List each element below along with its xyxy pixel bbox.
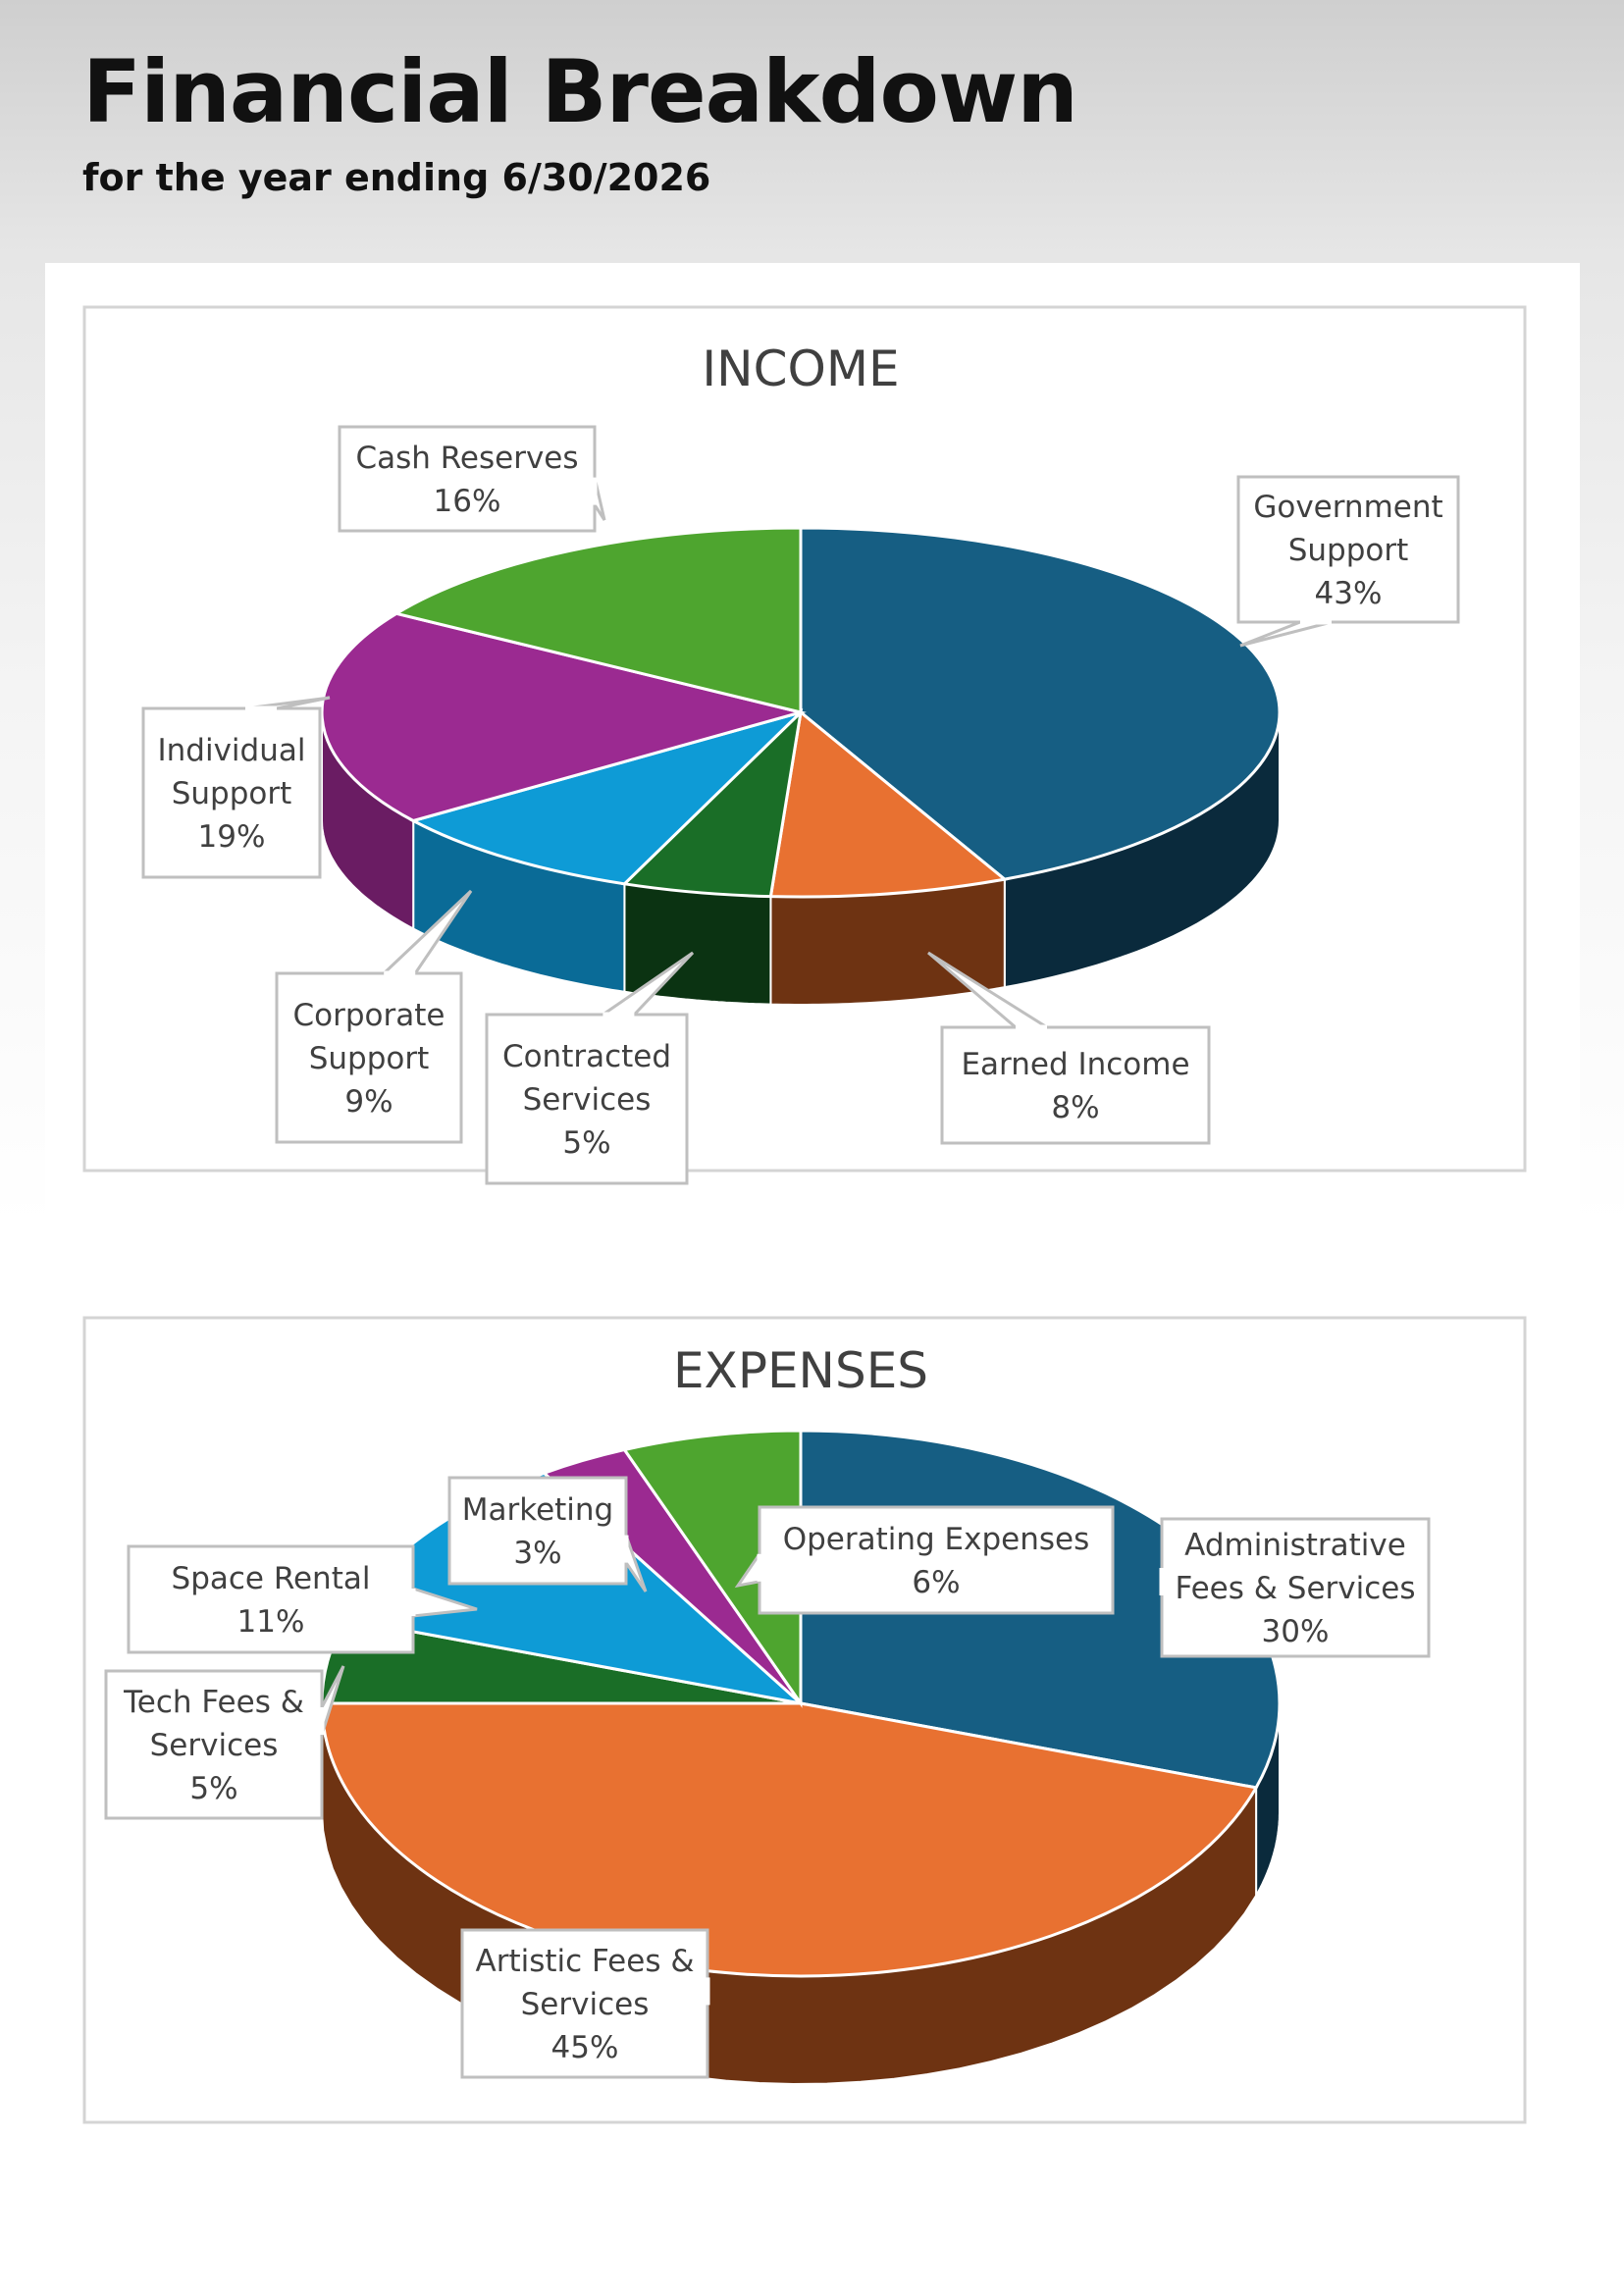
expenses-chart: EXPENSES Administrative Fees & Services 30%…	[82, 1316, 1527, 2124]
pie-slice-individual-support	[320, 611, 807, 823]
callout-box	[940, 1025, 1211, 1145]
callout-earned-income: Earned Income 8%	[927, 951, 1211, 1145]
slice-name-label: Individual	[158, 733, 306, 768]
callout-box	[447, 1476, 628, 1586]
slice-value-label: 3%	[513, 1536, 561, 1571]
slice-value-label: 19%	[198, 819, 266, 855]
callout-box	[1160, 1517, 1431, 1658]
callout-tech-fees-and-services: Tech Fees & Services 5%	[104, 1665, 345, 1820]
slice-name-label: Support	[309, 1041, 430, 1076]
callout-box	[104, 1669, 324, 1820]
callout-cash-reserves: Cash Reserves 16%	[338, 425, 606, 533]
slice-name-label: Marketing	[462, 1492, 614, 1528]
chart-title: EXPENSES	[673, 1342, 928, 1399]
income-chart: INCOME Government Support 43% Earned Income 8…	[82, 305, 1527, 1185]
slice-value-label: 30%	[1262, 1614, 1330, 1649]
callout-box	[460, 1928, 709, 2079]
slice-value-label: 45%	[551, 2030, 619, 2065]
slice-name-label: Artistic Fees &	[476, 1944, 695, 1979]
slice-value-label: 5%	[562, 1125, 610, 1161]
callout-box	[758, 1505, 1115, 1615]
pie-slice-artistic-fees-and-services	[320, 1701, 1259, 1978]
slice-value-label: 6%	[912, 1565, 960, 1600]
slice-value-label: 43%	[1315, 576, 1383, 611]
slice-name-label: Tech Fees &	[123, 1685, 304, 1720]
slice-value-label: 16%	[434, 484, 501, 519]
slice-name-label: Contracted	[502, 1039, 671, 1074]
slice-name-label: Cash Reserves	[355, 441, 578, 476]
callout-marketing: Marketing 3%	[447, 1476, 648, 1592]
pie-slice-earned-income	[768, 709, 1009, 899]
slice-name-label: Support	[172, 776, 292, 811]
callout-government-support: Government Support 43%	[1236, 475, 1460, 648]
slice-value-label: 9%	[344, 1084, 393, 1120]
slice-name-label: Support	[1288, 533, 1409, 568]
page-subtitle: for the year ending 6/30/2026	[82, 156, 711, 199]
slice-name-label: Services	[521, 1987, 650, 2022]
callout-box	[485, 1013, 689, 1185]
pie-slice-corporate-support	[409, 710, 803, 886]
pie-slice-cash-reserves	[393, 526, 803, 714]
charts-panel: INCOME Government Support 43% Earned Income 8…	[45, 263, 1580, 2124]
pie-top	[320, 526, 1282, 899]
slice-name-label: Operating Expenses	[783, 1522, 1090, 1557]
slice-name-label: Services	[523, 1082, 652, 1118]
slice-name-label: Administrative	[1184, 1528, 1406, 1563]
slice-name-label: Space Rental	[172, 1561, 371, 1596]
slice-value-label: 8%	[1051, 1090, 1099, 1125]
callout-space-rental: Space Rental 11%	[127, 1544, 478, 1654]
pie-slice-contracted-services	[621, 707, 804, 899]
callout-corporate-support: Corporate Support 9%	[275, 889, 473, 1144]
pie-slice-government-support	[799, 526, 1282, 881]
callout-artistic-fees-and-services: Artistic Fees & Services 45%	[460, 1928, 710, 2079]
callout-operating-expenses: Operating Expenses 6%	[734, 1505, 1115, 1615]
slice-value-label: 11%	[237, 1604, 305, 1640]
chart-title: INCOME	[702, 340, 899, 397]
callout-individual-support: Individual Support 19%	[141, 696, 331, 879]
page-title: Financial Breakdown	[82, 41, 1078, 142]
callout-box	[275, 971, 463, 1144]
pie-slice-operating-expenses	[621, 1429, 803, 1708]
slice-name-label: Corporate	[293, 998, 445, 1033]
slice-name-label: Earned Income	[961, 1047, 1189, 1082]
slice-name-label: Government	[1253, 490, 1442, 525]
callout-box	[141, 706, 322, 879]
callout-box	[1236, 475, 1460, 624]
slice-name-label: Services	[150, 1728, 279, 1763]
callout-administrative-fees-and-services: Administrative Fees & Services 30%	[1159, 1517, 1431, 1658]
slice-name-label: Fees & Services	[1175, 1571, 1415, 1606]
slice-value-label: 5%	[189, 1771, 237, 1806]
callout-contracted-services: Contracted Services 5%	[485, 951, 695, 1185]
callout-box	[338, 425, 597, 533]
